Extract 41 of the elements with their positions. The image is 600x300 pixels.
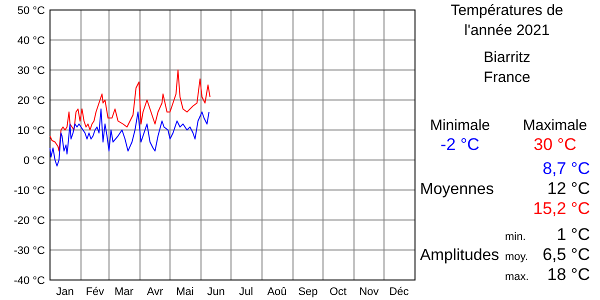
y-tick-label: 0 °C: [23, 154, 46, 167]
text: -2 °C: [440, 135, 480, 154]
text: 1 °C: [556, 225, 590, 244]
y-tick-label: 30 °C: [17, 64, 46, 77]
text: Températures de l'année 2021: [450, 2, 564, 39]
text: Moyennes: [420, 181, 494, 198]
text: 8,7 °C: [542, 159, 590, 178]
text: Amplitudes: [420, 247, 500, 264]
text: 30 °C: [534, 135, 576, 154]
x-tick-label: Nov: [359, 286, 380, 298]
x-tick-label: Jul: [238, 286, 254, 298]
x-tick-label: Mar: [114, 286, 134, 298]
x-tick-label: Aoû: [267, 286, 287, 298]
text: moy.: [505, 251, 528, 263]
y-tick-label: 20 °C: [17, 94, 46, 107]
x-tick-label: Mai: [176, 286, 194, 298]
y-tick-label: -40 °C: [14, 274, 46, 287]
text: Biarritz France: [484, 49, 530, 86]
text: 6,5 °C: [542, 245, 590, 264]
text: min.: [505, 231, 526, 243]
y-tick-label: -30 °C: [14, 244, 46, 257]
x-tick-label: Oct: [329, 286, 347, 298]
y-tick-label: 50 °C: [17, 4, 46, 17]
x-tick-label: Sep: [298, 286, 318, 298]
y-tick-label: -10 °C: [14, 184, 46, 197]
text: 18 °C: [547, 265, 590, 284]
text: max.: [505, 271, 529, 283]
line-series: [50, 70, 210, 152]
y-tick-label: -20 °C: [14, 214, 46, 227]
text: 12 °C: [547, 179, 590, 198]
line-series: [50, 108, 210, 166]
x-tick-label: Déc: [389, 286, 410, 298]
x-tick-label: Fév: [86, 286, 105, 298]
x-tick-label: Jun: [207, 286, 225, 298]
y-tick-label: 40 °C: [17, 34, 46, 47]
y-tick-label: 10 °C: [17, 124, 46, 137]
text: 15,2 °C: [533, 199, 590, 218]
text: Maximale: [522, 117, 588, 134]
text: Minimale: [430, 117, 490, 134]
x-tick-label: Jan: [56, 286, 74, 298]
x-tick-label: Avr: [146, 286, 164, 298]
